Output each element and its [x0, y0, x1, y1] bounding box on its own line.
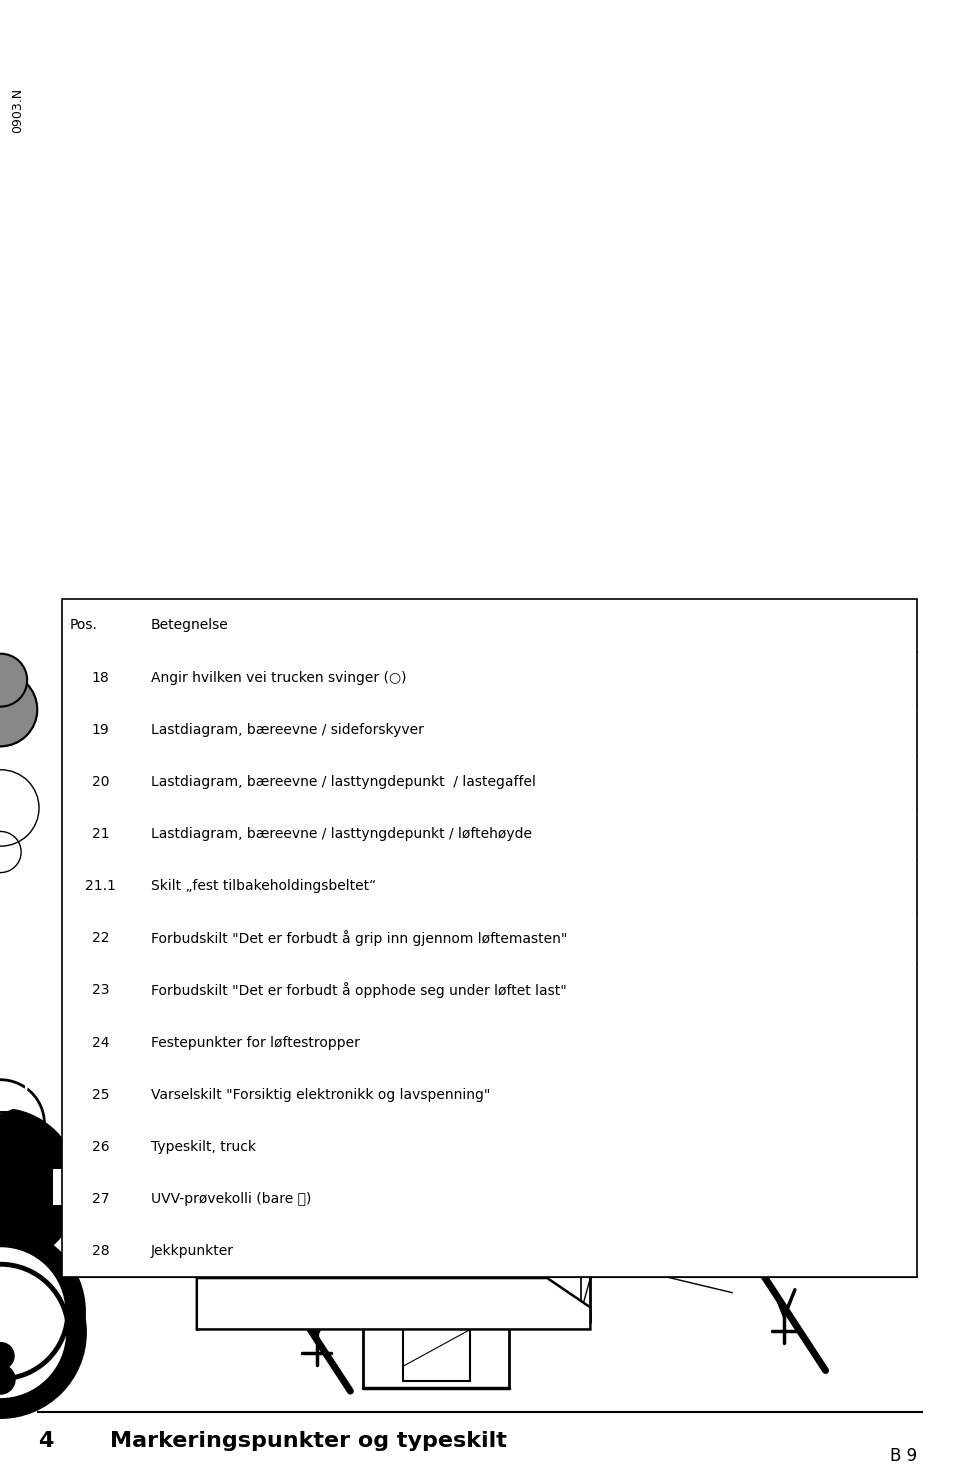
Text: 18: 18 — [115, 915, 134, 930]
Text: Festepunkter for løftestropper: Festepunkter for løftestropper — [151, 1036, 360, 1050]
Text: 23: 23 — [92, 983, 109, 997]
Text: Markeringspunkter og typeskilt: Markeringspunkter og typeskilt — [110, 1431, 507, 1451]
Circle shape — [0, 673, 37, 746]
Text: 25: 25 — [573, 1087, 592, 1102]
Text: Jekkpunkter: Jekkpunkter — [151, 1244, 233, 1259]
Bar — [221, 918, 298, 936]
Text: Nächste Prüfung: Nächste Prüfung — [781, 761, 823, 765]
Bar — [348, 608, 414, 704]
Circle shape — [0, 1265, 68, 1400]
Polygon shape — [367, 633, 396, 692]
Text: Lastdiagram, bæreevne / lasttyngdepunkt  / lastegaffel: Lastdiagram, bæreevne / lasttyngdepunkt … — [151, 774, 536, 789]
Circle shape — [0, 673, 37, 746]
Bar — [413, 742, 494, 845]
Text: 26: 26 — [605, 984, 624, 999]
Text: < 1,5 V: < 1,5 V — [743, 1199, 770, 1205]
Text: 20: 20 — [92, 774, 109, 789]
Bar — [221, 940, 298, 958]
Bar — [725, 1105, 864, 1190]
Text: 23: 23 — [566, 1253, 586, 1268]
Text: 21.1: 21.1 — [160, 1168, 195, 1183]
Bar — [80, 1169, 101, 1205]
Text: 26: 26 — [92, 1140, 109, 1155]
Circle shape — [0, 1244, 68, 1379]
Text: mV: mV — [748, 1215, 765, 1224]
Text: B 9: B 9 — [890, 1447, 917, 1465]
Text: 20: 20 — [120, 1071, 139, 1086]
Bar — [221, 962, 298, 980]
Polygon shape — [211, 779, 557, 999]
Text: Pos.: Pos. — [70, 618, 98, 633]
Text: Forbudskilt "Det er forbudt å opphode seg under løftet last": Forbudskilt "Det er forbudt å opphode se… — [151, 983, 566, 999]
Text: Skilt „fest tilbakeholdingsbeltet“: Skilt „fest tilbakeholdingsbeltet“ — [151, 878, 376, 893]
Text: 28: 28 — [92, 1244, 109, 1259]
Circle shape — [0, 1116, 8, 1131]
Text: 24: 24 — [92, 1036, 109, 1050]
Text: Kundendienst: Kundendienst — [780, 914, 824, 918]
Text: 21: 21 — [92, 827, 109, 842]
Circle shape — [0, 1228, 84, 1396]
Text: 22: 22 — [307, 1249, 326, 1263]
Circle shape — [0, 1247, 85, 1418]
Bar — [53, 1169, 74, 1205]
Text: 19: 19 — [92, 723, 109, 737]
Polygon shape — [211, 720, 566, 779]
Text: 4: 4 — [38, 1431, 54, 1451]
Text: 21.1: 21.1 — [85, 878, 116, 893]
Text: 0903.N: 0903.N — [11, 88, 24, 132]
Text: 19: 19 — [120, 1094, 139, 1109]
Text: mV: mV — [748, 1153, 765, 1162]
Bar — [742, 727, 862, 940]
Text: 28: 28 — [309, 658, 328, 673]
Bar — [223, 906, 295, 925]
Bar — [65, 948, 150, 1039]
Text: 27: 27 — [680, 903, 699, 918]
Text: 25: 25 — [92, 1087, 109, 1102]
Bar — [62, 599, 917, 1277]
Circle shape — [0, 1365, 15, 1394]
Text: UVV-prøvekolli (bare ⓓ): UVV-prøvekolli (bare ⓓ) — [151, 1191, 311, 1206]
Text: An Kundendienst Ferner: An Kundendienst Ferner — [773, 742, 831, 746]
Bar — [514, 815, 576, 889]
Bar — [223, 950, 295, 970]
Polygon shape — [566, 683, 720, 734]
Text: 25: 25 — [715, 1014, 734, 1028]
Polygon shape — [240, 1161, 518, 1205]
Text: Lastdiagram, bæreevne / lasttyngdepunkt / løftehøyde: Lastdiagram, bæreevne / lasttyngdepunkt … — [151, 827, 532, 842]
Circle shape — [0, 1109, 78, 1265]
Polygon shape — [197, 1278, 590, 1329]
Text: Betegnelse: Betegnelse — [151, 618, 228, 633]
Polygon shape — [202, 705, 590, 1205]
Polygon shape — [566, 651, 720, 720]
Text: < 1,5 V: < 1,5 V — [745, 1128, 768, 1133]
Text: Angir hvilken vei trucken svinger (○): Angir hvilken vei trucken svinger (○) — [151, 670, 406, 685]
Text: TÜV: TÜV — [797, 805, 807, 811]
Text: Typeskilt, truck: Typeskilt, truck — [151, 1140, 255, 1155]
Text: Lastdiagram, bæreevne / sideforskyver: Lastdiagram, bæreevne / sideforskyver — [151, 723, 423, 737]
Text: Forbudskilt "Det er forbudt å grip inn gjennom løftemasten": Forbudskilt "Det er forbudt å grip inn g… — [151, 930, 567, 946]
Circle shape — [0, 1091, 11, 1112]
Bar — [223, 928, 295, 948]
Text: Varselskilt "Forsiktig elektronikk og lavspenning": Varselskilt "Forsiktig elektronikk og la… — [151, 1087, 491, 1102]
Text: 27: 27 — [92, 1191, 109, 1206]
Text: 21: 21 — [120, 1118, 139, 1133]
Text: 22: 22 — [92, 931, 109, 946]
Circle shape — [0, 654, 27, 707]
Text: 18: 18 — [92, 670, 109, 685]
Polygon shape — [221, 999, 499, 1058]
Text: JUNGHEINRICH: JUNGHEINRICH — [347, 730, 402, 739]
Text: 24: 24 — [624, 1196, 643, 1210]
Text: 28: 28 — [374, 658, 394, 673]
Text: 24: 24 — [717, 834, 736, 849]
Text: JUNGHEINRICH: JUNGHEINRICH — [776, 928, 828, 933]
Circle shape — [0, 1343, 14, 1369]
